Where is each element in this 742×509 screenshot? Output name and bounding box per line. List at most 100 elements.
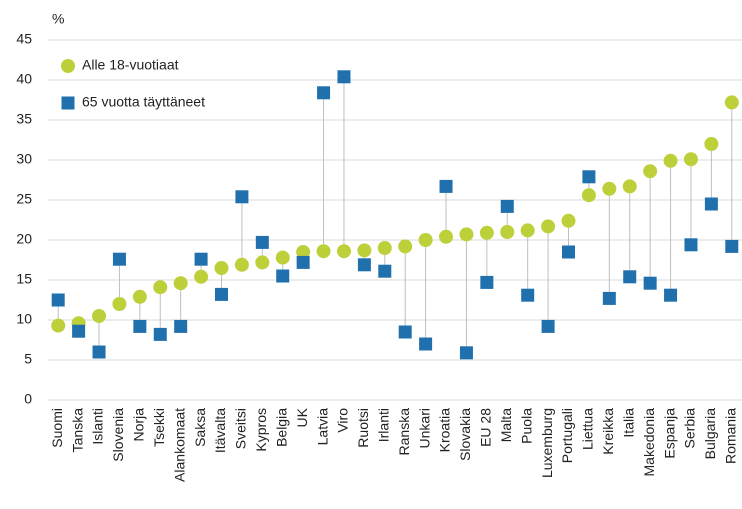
x-tick-label: Unkari [416, 408, 432, 448]
y-tick-label: 20 [16, 231, 32, 247]
dot [500, 225, 515, 239]
dot [439, 229, 454, 244]
x-tick-label: Portugali [559, 408, 575, 463]
x-tick-label: Espanja [661, 408, 677, 459]
x-tick-label: Tsekki [151, 408, 167, 447]
square [480, 275, 494, 289]
y-tick-label: 45 [16, 31, 32, 47]
x-tick-label: Latvia [314, 408, 330, 446]
square [133, 319, 147, 333]
dot [520, 223, 535, 238]
square [725, 239, 739, 253]
dot [112, 297, 127, 311]
y-tick-label: 40 [16, 71, 32, 87]
dot [643, 164, 658, 179]
dot [398, 239, 413, 254]
y-tick-label: 30 [16, 151, 32, 167]
dot [194, 269, 209, 284]
x-tick-label: Saksa [192, 408, 208, 447]
square [215, 287, 228, 301]
y-tick-label: 5 [24, 351, 32, 367]
square [51, 293, 65, 307]
dot [153, 280, 168, 295]
y-tick-label: 15 [16, 271, 32, 287]
x-tick-label: Ruotsi [355, 408, 371, 448]
x-tick-label: Ranska [396, 408, 412, 456]
legend-marker [61, 96, 75, 110]
square [643, 276, 657, 290]
dot [214, 261, 229, 275]
legend-marker [61, 59, 75, 73]
x-tick-label: Puola [518, 408, 534, 444]
square [582, 170, 596, 184]
x-tick-label: Kroatia [437, 408, 453, 453]
square [317, 86, 331, 100]
x-tick-label: Belgia [273, 408, 289, 447]
dot [357, 243, 372, 258]
x-tick-label: Norja [131, 408, 147, 442]
legend-label: Alle 18-vuotiaat [82, 57, 179, 73]
dot [479, 225, 494, 240]
y-tick-label: 25 [16, 191, 32, 207]
square [521, 288, 535, 302]
dot [663, 153, 678, 168]
square [357, 258, 371, 272]
dot [622, 179, 637, 194]
x-tick-label: Kypros [253, 408, 269, 452]
dot [683, 152, 698, 167]
dot [541, 219, 556, 234]
x-tick-label: Bulgaria [702, 408, 718, 460]
y-tick-label: 0 [24, 391, 32, 407]
square [112, 252, 126, 266]
square [602, 291, 616, 305]
square [276, 269, 290, 283]
square [174, 319, 188, 333]
square [684, 238, 698, 252]
x-tick-label: Suomi [49, 408, 65, 448]
x-tick-label: Sveitsi [233, 408, 249, 449]
x-tick-label: Viro [335, 408, 351, 433]
dot [602, 181, 617, 196]
dot [418, 233, 433, 247]
dot [132, 289, 147, 304]
square [623, 270, 637, 284]
x-tick-label: Liettua [580, 408, 596, 450]
square [378, 264, 392, 278]
square [704, 197, 718, 211]
x-tick-label: EU 28 [478, 408, 494, 447]
dot [581, 188, 596, 203]
square [398, 325, 412, 339]
dot [316, 244, 331, 259]
x-tick-label: Romania [722, 408, 738, 464]
square [153, 327, 167, 341]
dot [173, 276, 188, 291]
x-tick-label: Irlanti [375, 408, 391, 442]
square [72, 324, 86, 338]
dot [296, 245, 311, 259]
square [664, 288, 678, 302]
square [500, 199, 514, 213]
x-tick-label: UK [294, 407, 310, 427]
x-tick-label: Tanska [69, 408, 85, 453]
x-tick-label: Malta [498, 408, 514, 442]
y-axis-label: % [52, 11, 64, 27]
dot [459, 227, 474, 242]
x-tick-label: Makedonia [641, 408, 657, 477]
x-tick-label: Itävalta [212, 408, 228, 453]
square [419, 337, 433, 351]
square [194, 252, 208, 266]
y-tick-label: 10 [16, 311, 32, 327]
dot [561, 213, 576, 228]
square [459, 346, 473, 360]
square [439, 179, 453, 193]
dot [336, 244, 351, 259]
dot [704, 137, 719, 151]
dot [724, 95, 739, 110]
square [562, 245, 575, 259]
dot [377, 241, 392, 255]
x-tick-label: Serbia [682, 408, 698, 449]
dot [51, 318, 66, 333]
x-tick-label: Slovenia [110, 408, 126, 462]
dot [275, 250, 290, 265]
